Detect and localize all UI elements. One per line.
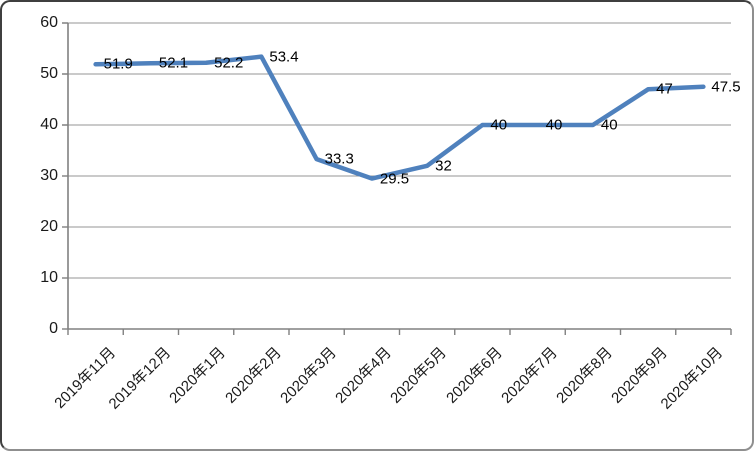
data-label: 40 xyxy=(545,116,563,134)
data-series-line xyxy=(93,54,706,181)
data-label: 53.4 xyxy=(269,48,299,66)
y-tick-label: 60 xyxy=(40,14,58,31)
data-label: 52.2 xyxy=(214,54,244,72)
y-tick-label: 40 xyxy=(40,116,58,133)
y-tick-label: 0 xyxy=(49,320,58,337)
data-label: 40 xyxy=(600,116,618,134)
data-label: 52.1 xyxy=(158,54,189,72)
data-label: 32 xyxy=(435,157,452,175)
data-label: 51.9 xyxy=(103,55,133,73)
y-tick-label: 30 xyxy=(40,167,58,184)
y-tick-label: 50 xyxy=(40,65,58,82)
data-label: 29.5 xyxy=(379,170,410,188)
y-tick-label: 20 xyxy=(40,218,58,235)
data-label: 33.3 xyxy=(324,150,354,168)
data-label: 47 xyxy=(656,80,673,98)
data-label: 47.5 xyxy=(711,78,741,96)
data-label: 40 xyxy=(490,116,508,134)
y-tick-label: 10 xyxy=(40,269,58,286)
